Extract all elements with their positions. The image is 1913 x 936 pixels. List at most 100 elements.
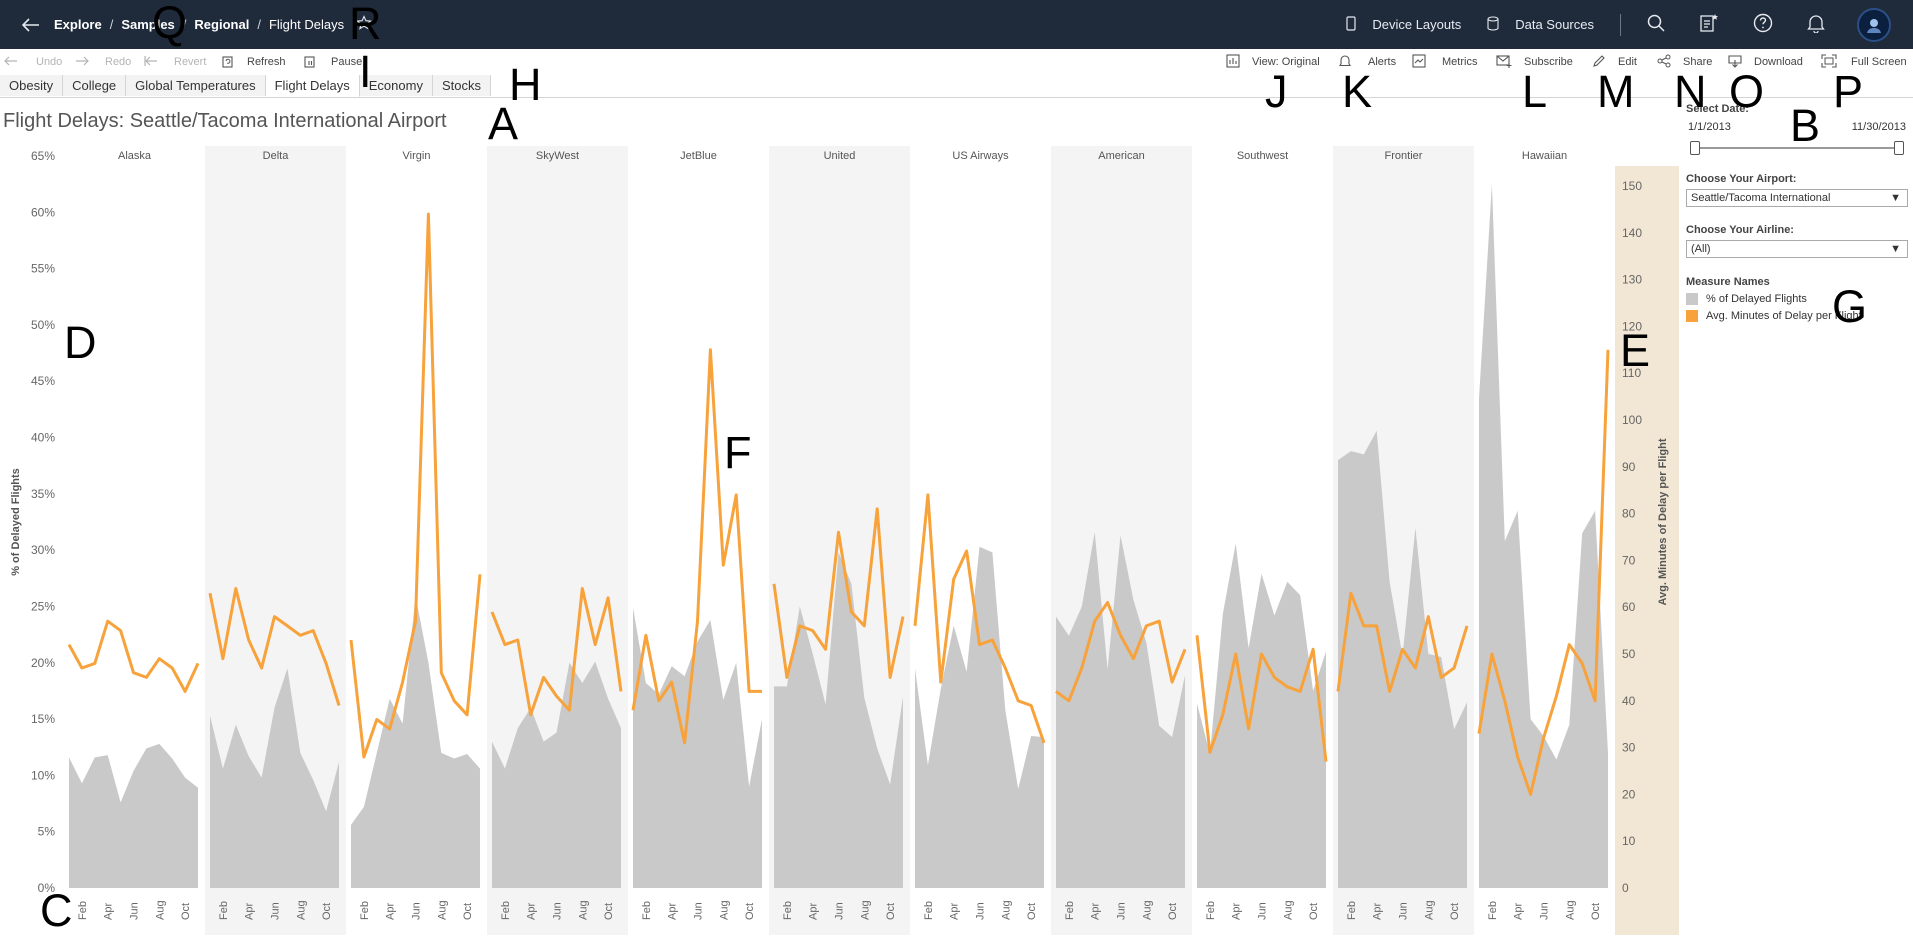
left-axis-tick-label: 25%: [31, 599, 55, 613]
x-tick-label: Apr: [1513, 903, 1525, 920]
edit-button[interactable]: Edit: [1592, 50, 1637, 74]
left-axis-tick-label: 60%: [31, 205, 55, 219]
share-button[interactable]: Share: [1657, 50, 1712, 74]
tab-flight-delays[interactable]: Flight Delays: [265, 75, 360, 97]
left-axis-tick-label: 15%: [31, 712, 55, 726]
marker-r: R: [349, 0, 382, 49]
marker-o: O: [1729, 66, 1765, 117]
breadcrumb: Explore / Samples / Regional / Flight Delay…: [22, 0, 372, 49]
right-axis-tick-label: 110: [1622, 366, 1641, 380]
delayed-area-united: [774, 552, 903, 888]
alert-bell-icon: [1338, 54, 1358, 71]
x-tick-label: Jun: [834, 902, 846, 920]
x-tick-label: Aug: [859, 900, 871, 920]
x-tick-label: Aug: [436, 900, 448, 920]
airport-label: Choose Your Airport:: [1686, 173, 1797, 185]
marker-j: J: [1265, 66, 1288, 117]
date-range-slider[interactable]: [1686, 141, 1908, 155]
revert-button[interactable]: Revert: [144, 50, 206, 74]
download-button[interactable]: Download: [1728, 50, 1803, 74]
x-tick-label: Aug: [295, 900, 307, 920]
delayed-area-hawaiian: [1479, 184, 1608, 888]
metrics-button[interactable]: Metrics: [1412, 50, 1477, 74]
legend-item-minutes[interactable]: Avg. Minutes of Delay per Flight: [1686, 310, 1908, 322]
minutes-line-us-airways: [913, 493, 1046, 744]
legend-swatch-orange: [1686, 310, 1698, 322]
subscribe-button[interactable]: Subscribe: [1496, 50, 1573, 74]
delayed-area-alaska: [69, 743, 198, 888]
panel-header-virgin: Virgin: [403, 150, 431, 162]
subscribe-label: Subscribe: [1524, 56, 1573, 68]
device-layouts-button[interactable]: Device Layouts: [1346, 15, 1461, 34]
panel-header-frontier: Frontier: [1385, 150, 1423, 162]
dropdown-arrow-icon: ▼: [1890, 243, 1901, 255]
help-button[interactable]: [1753, 13, 1781, 36]
back-arrow-icon[interactable]: [22, 17, 40, 32]
alerts-label: Alerts: [1368, 56, 1397, 68]
marker-a: A: [488, 98, 519, 149]
airline-value: (All): [1691, 243, 1711, 255]
x-tick-label: Oct: [1449, 903, 1461, 920]
x-tick-label: Aug: [1000, 900, 1012, 920]
marker-l: L: [1522, 66, 1548, 117]
help-icon: [1753, 13, 1781, 36]
delayed-area-jetblue: [633, 607, 762, 888]
x-tick-label: Aug: [718, 900, 730, 920]
flight-delays-chart[interactable]: 0% 5% 10% 15% 20% 25% 30% 35% 40% 45% 50% 55% 60% 65%…: [0, 140, 1680, 935]
airline-dropdown[interactable]: (All) ▼: [1686, 240, 1908, 258]
x-tick-label: Apr: [1372, 903, 1384, 920]
breadcrumb-regional[interactable]: Regional: [194, 17, 250, 32]
tab-stocks[interactable]: Stocks: [432, 75, 491, 96]
left-axis-tick-label: 20%: [31, 656, 55, 670]
x-tick-label: Jun: [411, 902, 423, 920]
right-axis-title: Avg. Minutes of Delay per Flight: [1657, 438, 1669, 605]
panel-header-delta: Delta: [263, 150, 290, 162]
right-axis-tick-label: 50: [1622, 647, 1636, 661]
date-range-values: 1/1/2013 11/30/2013: [1686, 121, 1908, 133]
slider-start-handle[interactable]: [1690, 141, 1700, 155]
x-tick-label: Aug: [1564, 900, 1576, 920]
right-axis-tick-label: 40: [1622, 694, 1636, 708]
undo-arrow-icon: [4, 56, 24, 69]
x-tick-label: Jun: [1257, 902, 1269, 920]
notifications-button[interactable]: [1807, 13, 1833, 36]
view-original-button[interactable]: View: Original: [1226, 50, 1320, 74]
undo-button[interactable]: Undo: [4, 50, 62, 74]
search-icon: [1647, 14, 1673, 35]
slider-end-handle[interactable]: [1894, 141, 1904, 155]
star-favorite-icon[interactable]: [356, 15, 372, 34]
full-screen-button[interactable]: Full Screen: [1821, 50, 1907, 74]
x-tick-label: Feb: [1487, 901, 1499, 920]
subscribe-mail-icon: [1496, 54, 1518, 71]
tab-obesity[interactable]: Obesity: [0, 75, 64, 96]
share-icon: [1657, 54, 1677, 71]
breadcrumb-samples[interactable]: Samples: [121, 17, 175, 32]
alerts-button[interactable]: Alerts: [1338, 50, 1396, 74]
avatar[interactable]: [1857, 7, 1891, 42]
left-axis-tick-label: 0%: [38, 881, 56, 895]
redo-button[interactable]: Redo: [75, 50, 131, 74]
tab-global-temperatures[interactable]: Global Temperatures: [126, 75, 266, 96]
search-button[interactable]: [1647, 14, 1673, 35]
legend-item-delayed[interactable]: % of Delayed Flights: [1686, 293, 1908, 305]
full-screen-label: Full Screen: [1851, 56, 1907, 68]
airline-label: Choose Your Airline:: [1686, 224, 1794, 236]
data-sources-button[interactable]: Data Sources: [1487, 15, 1594, 34]
marker-k: K: [1342, 66, 1373, 117]
dashboard-title: Flight Delays: Seattle/Tacoma Internatio…: [3, 110, 447, 132]
marker-g: G: [1832, 281, 1868, 332]
x-tick-label: Oct: [1590, 903, 1602, 920]
breadcrumb-explore[interactable]: Explore: [54, 17, 102, 32]
tab-college[interactable]: College: [63, 75, 127, 96]
marker-b: B: [1790, 100, 1821, 151]
tab-economy[interactable]: Economy: [359, 75, 433, 96]
watchlist-button[interactable]: [1699, 13, 1727, 36]
left-axis-title: % of Delayed Flights: [10, 468, 22, 576]
revert-label: Revert: [174, 56, 207, 68]
airport-dropdown[interactable]: Seattle/Tacoma International ▼: [1686, 189, 1908, 207]
pause-button[interactable]: Pause: [303, 50, 362, 74]
metrics-label: Metrics: [1442, 56, 1478, 68]
x-tick-label: Apr: [103, 903, 115, 920]
minutes-line-hawaiian: [1477, 349, 1610, 796]
refresh-button[interactable]: Refresh: [221, 50, 286, 74]
